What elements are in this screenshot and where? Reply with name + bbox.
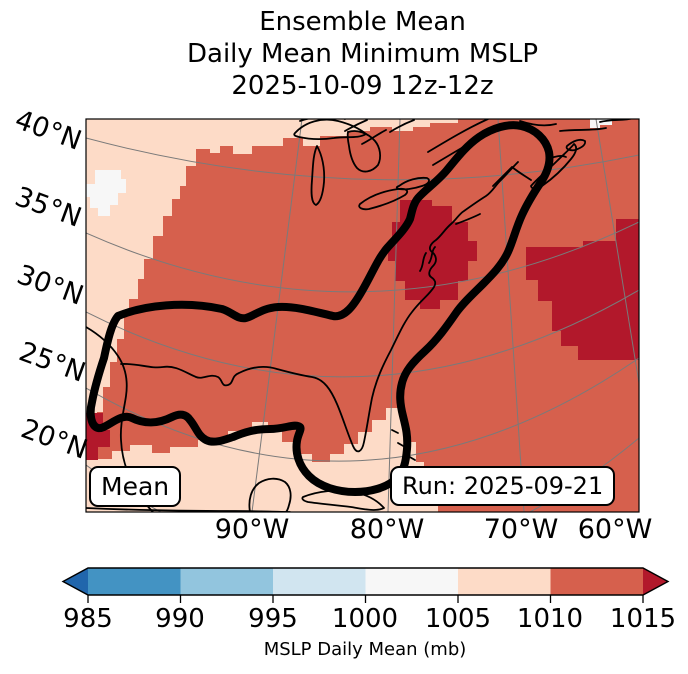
mean-annotation-box: Mean bbox=[89, 466, 182, 508]
pressure-region-1000-1005-patch bbox=[86, 170, 126, 216]
colorbar-segment-1005-1010 bbox=[458, 568, 551, 595]
colorbar-segment-985-990 bbox=[88, 568, 181, 595]
lake-superior bbox=[293, 119, 367, 140]
gridline-lon-60w bbox=[595, 119, 639, 387]
colorbar-tick-1015: 1015 bbox=[609, 604, 677, 634]
colorbar-label: MSLP Daily Mean (mb) bbox=[263, 639, 467, 660]
run-date-annotation-box: Run: 2025-09-21 bbox=[390, 466, 616, 506]
lake-michigan bbox=[310, 145, 326, 206]
colorbar-segment-1010-1015 bbox=[550, 568, 643, 595]
colorbar bbox=[61, 567, 670, 603]
lon-label-60w: 60°W bbox=[577, 514, 653, 545]
colorbar-under-arrow bbox=[63, 568, 88, 595]
gridline-lon-70w bbox=[497, 119, 525, 512]
colorbar-tick-1005: 1005 bbox=[424, 604, 492, 634]
colorbar-tick-985: 985 bbox=[63, 604, 113, 634]
coast-gulf-eastcoast bbox=[120, 161, 519, 453]
coast-cape-breton bbox=[565, 138, 587, 152]
gridline-lon-80w bbox=[387, 119, 401, 512]
title-line-1: Ensemble Mean bbox=[259, 7, 466, 37]
gridline-lon-90w bbox=[251, 119, 303, 512]
colorbar-tick-1000: 1000 bbox=[331, 604, 399, 634]
lon-label-80w: 80°W bbox=[349, 514, 425, 545]
pressure-region-over-1015-atlantic bbox=[526, 219, 639, 360]
colorbar-tick-1010: 1010 bbox=[516, 604, 584, 634]
colorbar-segment-990-995 bbox=[180, 568, 273, 595]
coast-long-island bbox=[455, 213, 481, 225]
colorbar-segment-995-1000 bbox=[273, 568, 366, 595]
coast-maine-nb bbox=[492, 166, 532, 187]
coast-canada-lakes-north bbox=[299, 119, 415, 145]
colorbar-ticks bbox=[87, 595, 644, 603]
coast-yucatan bbox=[248, 477, 292, 512]
lon-label-70w: 70°W bbox=[483, 514, 559, 545]
lake-ontario bbox=[395, 176, 430, 191]
lake-huron bbox=[346, 130, 382, 173]
lon-label-90w: 90°W bbox=[214, 514, 290, 545]
colorbar-tick-990: 990 bbox=[155, 604, 205, 634]
mean-mslp-contour bbox=[86, 121, 554, 496]
coast-chesapeake bbox=[419, 246, 436, 272]
colorbar-segment-1000-1005 bbox=[365, 568, 458, 595]
lake-erie bbox=[358, 187, 409, 211]
colorbar-over-arrow bbox=[643, 568, 668, 595]
map-frame bbox=[85, 118, 640, 513]
gridline-lat-25n bbox=[86, 357, 639, 462]
pressure-region-1005-1010-west bbox=[86, 119, 223, 452]
colorbar-tick-995: 995 bbox=[248, 604, 298, 634]
title-line-2: Daily Mean Minimum MSLP bbox=[186, 39, 538, 69]
chart-title: Ensemble Mean Daily Mean Minimum MSLP 20… bbox=[36, 6, 688, 102]
title-line-3: 2025-10-09 12z-12z bbox=[231, 71, 494, 101]
gridline-lat-30n bbox=[86, 289, 639, 378]
coast-north-shore bbox=[519, 119, 634, 132]
